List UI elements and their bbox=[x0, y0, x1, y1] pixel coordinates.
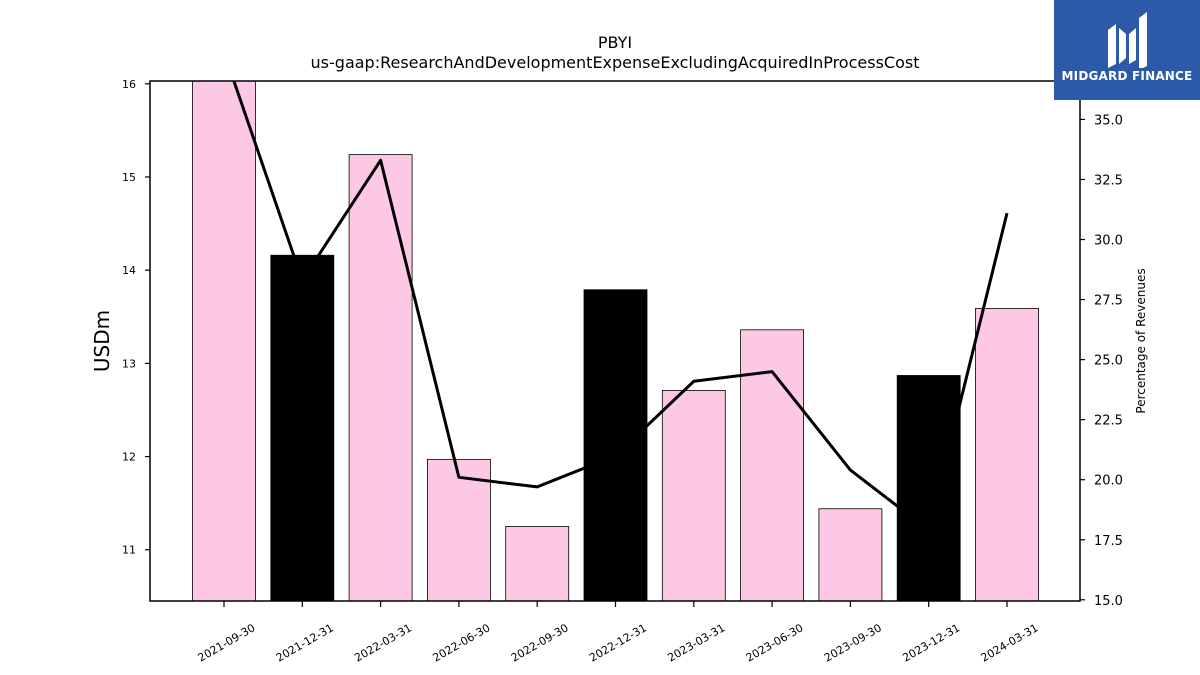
y-tick-label: 16 bbox=[122, 78, 136, 91]
x-tick-label: 2022-09-30 bbox=[509, 621, 571, 664]
y2-tick-label: 30.0 bbox=[1094, 234, 1123, 249]
y2-tick-label: 27.5 bbox=[1094, 294, 1123, 309]
bar-2023-03-31 bbox=[661, 389, 726, 601]
y-tick-label: 11 bbox=[122, 544, 136, 557]
y2-tick-label: 17.5 bbox=[1094, 534, 1123, 549]
y-tick-label: 14 bbox=[122, 264, 136, 277]
y-tick-label: 13 bbox=[122, 357, 136, 370]
y-tick-label: 12 bbox=[122, 451, 136, 464]
bar-2022-06-30 bbox=[426, 458, 491, 601]
chart-subtitle: us-gaap:ResearchAndDevelopmentExpenseExc… bbox=[311, 53, 920, 72]
bar-2022-03-31 bbox=[348, 154, 413, 601]
x-tick-label: 2021-09-30 bbox=[196, 621, 258, 664]
x-axis: 2021-09-30 2021-12-31 2022-03-31 2022-06-30… bbox=[196, 601, 1041, 665]
x-tick-label: 2023-03-31 bbox=[665, 621, 727, 664]
bar-2021-09-30 bbox=[192, 81, 256, 601]
y2-tick-label: 20.0 bbox=[1094, 474, 1123, 489]
bar-2023-12-31 bbox=[896, 375, 961, 601]
y2-tick-label: 35.0 bbox=[1094, 113, 1123, 128]
y2-tick-label: 25.0 bbox=[1094, 354, 1123, 369]
x-tick-label: 2023-06-30 bbox=[744, 621, 806, 664]
bar-2022-09-30 bbox=[505, 526, 570, 601]
midgard-logo-icon bbox=[1108, 12, 1147, 68]
x-tick-label: 2021-12-31 bbox=[274, 621, 336, 664]
bar-group bbox=[192, 81, 1039, 601]
logo: MIDGARD FINANCE bbox=[1054, 0, 1200, 100]
percentage-line bbox=[232, 81, 1009, 532]
y2-tick-label: 22.5 bbox=[1094, 414, 1123, 429]
x-tick-label: 2024-03-31 bbox=[979, 621, 1041, 664]
y-axis-label: USDm bbox=[90, 310, 114, 372]
bar-2021-12-31 bbox=[270, 254, 335, 601]
bar-2022-12-31 bbox=[583, 289, 648, 601]
bar-2023-09-30 bbox=[818, 508, 883, 601]
y-tick-label: 15 bbox=[122, 171, 136, 184]
chart-title: PBYI bbox=[598, 33, 632, 52]
logo-text: MIDGARD FINANCE bbox=[1061, 69, 1193, 83]
x-tick-label: 2022-03-31 bbox=[352, 621, 414, 664]
x-tick-label: 2023-12-31 bbox=[900, 621, 962, 664]
x-tick-label: 2022-12-31 bbox=[587, 621, 649, 664]
right-axis: 15.0 17.5 20.0 22.5 25.0 27.5 30.0 32.5 35.0 bbox=[1080, 113, 1123, 609]
x-tick-label: 2022-06-30 bbox=[431, 621, 493, 664]
bar-2024-03-31 bbox=[975, 307, 1039, 601]
line-group bbox=[232, 81, 1009, 532]
x-tick-label: 2023-09-30 bbox=[822, 621, 884, 664]
y2-tick-label: 32.5 bbox=[1094, 173, 1123, 188]
y2-tick-label: 15.0 bbox=[1094, 594, 1123, 609]
left-axis: 11 12 13 14 15 16 bbox=[122, 78, 150, 557]
y2-axis-label: Percentage of Revenues bbox=[1134, 268, 1148, 413]
